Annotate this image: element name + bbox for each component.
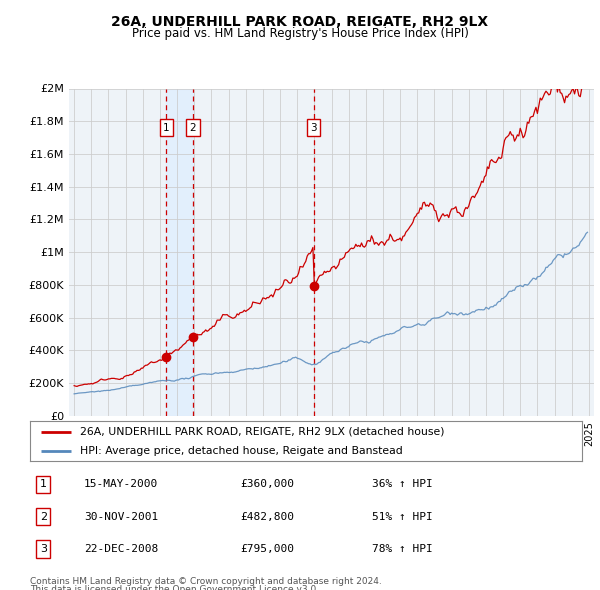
Bar [166, 88, 193, 416]
Text: Contains HM Land Registry data © Crown copyright and database right 2024.: Contains HM Land Registry data © Crown c… [30, 577, 382, 586]
Text: 78% ↑ HPI: 78% ↑ HPI [372, 544, 433, 554]
Text: 2: 2 [40, 512, 47, 522]
Text: £482,800: £482,800 [240, 512, 294, 522]
Text: 26A, UNDERHILL PARK ROAD, REIGATE, RH2 9LX: 26A, UNDERHILL PARK ROAD, REIGATE, RH2 9… [112, 15, 488, 30]
Text: HPI: Average price, detached house, Reigate and Banstead: HPI: Average price, detached house, Reig… [80, 446, 403, 456]
Text: 2: 2 [190, 123, 196, 133]
Text: 51% ↑ HPI: 51% ↑ HPI [372, 512, 433, 522]
Text: 36% ↑ HPI: 36% ↑ HPI [372, 479, 433, 489]
Text: 26A, UNDERHILL PARK ROAD, REIGATE, RH2 9LX (detached house): 26A, UNDERHILL PARK ROAD, REIGATE, RH2 9… [80, 427, 444, 437]
Text: This data is licensed under the Open Government Licence v3.0.: This data is licensed under the Open Gov… [30, 585, 319, 590]
Text: 3: 3 [311, 123, 317, 133]
Text: £360,000: £360,000 [240, 479, 294, 489]
Text: £795,000: £795,000 [240, 544, 294, 554]
Text: 1: 1 [163, 123, 170, 133]
Text: 1: 1 [40, 479, 47, 489]
Text: 3: 3 [40, 544, 47, 554]
Text: 15-MAY-2000: 15-MAY-2000 [84, 479, 158, 489]
Text: 22-DEC-2008: 22-DEC-2008 [84, 544, 158, 554]
Text: 30-NOV-2001: 30-NOV-2001 [84, 512, 158, 522]
Text: Price paid vs. HM Land Registry's House Price Index (HPI): Price paid vs. HM Land Registry's House … [131, 27, 469, 40]
